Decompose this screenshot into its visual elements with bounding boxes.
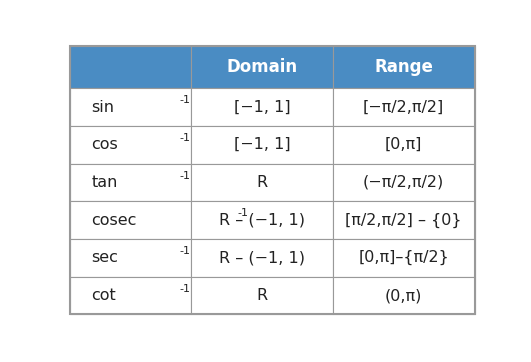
Text: tan: tan <box>91 175 118 190</box>
Text: cos: cos <box>91 137 118 152</box>
Text: -1: -1 <box>179 133 191 143</box>
Bar <box>70 201 191 239</box>
Text: [−1, 1]: [−1, 1] <box>234 137 290 152</box>
Text: -1: -1 <box>237 209 248 218</box>
Text: R – (−1, 1): R – (−1, 1) <box>219 213 305 228</box>
Bar <box>333 88 475 126</box>
Text: sec: sec <box>91 251 118 265</box>
Bar <box>191 88 333 126</box>
Text: (0,π): (0,π) <box>385 288 423 303</box>
Bar <box>70 88 191 126</box>
Text: -1: -1 <box>179 246 191 256</box>
Bar <box>70 239 191 277</box>
Bar <box>70 164 191 201</box>
Text: R – (−1, 1): R – (−1, 1) <box>219 251 305 265</box>
Text: [−1, 1]: [−1, 1] <box>234 100 290 114</box>
Bar <box>333 126 475 164</box>
Text: [0,π]–{π/2}: [0,π]–{π/2} <box>358 250 449 265</box>
Text: -1: -1 <box>179 95 191 105</box>
Bar <box>191 164 333 201</box>
Text: (−π/2,π/2): (−π/2,π/2) <box>363 175 444 190</box>
Text: [−π/2,π/2]: [−π/2,π/2] <box>363 100 444 114</box>
Bar <box>333 164 475 201</box>
Text: R: R <box>256 288 268 303</box>
Text: Domain: Domain <box>226 58 297 76</box>
Text: cosec: cosec <box>91 213 137 228</box>
Bar <box>70 46 191 88</box>
Text: -1: -1 <box>179 171 191 181</box>
Bar <box>191 239 333 277</box>
Text: sin: sin <box>91 100 115 114</box>
Text: -1: -1 <box>179 284 191 294</box>
Bar <box>70 126 191 164</box>
Bar <box>191 46 333 88</box>
Text: [0,π]: [0,π] <box>385 137 423 152</box>
Bar <box>191 201 333 239</box>
Bar <box>333 201 475 239</box>
Bar <box>333 239 475 277</box>
Text: Range: Range <box>374 58 433 76</box>
Bar <box>333 277 475 315</box>
Bar <box>191 277 333 315</box>
Bar <box>333 46 475 88</box>
Bar <box>70 277 191 315</box>
Text: R: R <box>256 175 268 190</box>
Text: [π/2,π/2] – {0}: [π/2,π/2] – {0} <box>346 212 462 228</box>
Bar <box>191 126 333 164</box>
Text: cot: cot <box>91 288 116 303</box>
